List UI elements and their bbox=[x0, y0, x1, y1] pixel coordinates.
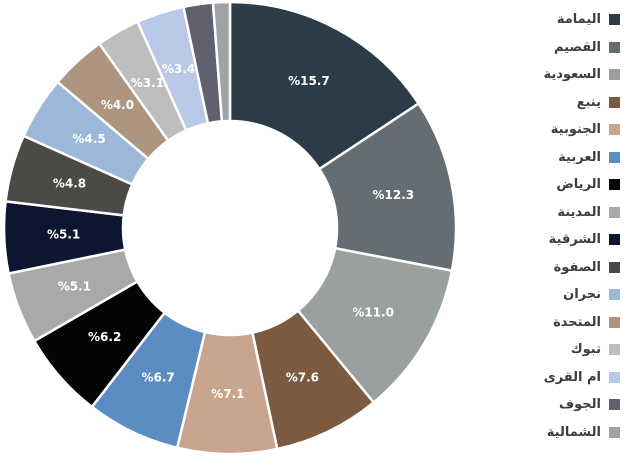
legend-swatch bbox=[609, 289, 620, 301]
legend-swatch bbox=[609, 316, 620, 328]
slice-label-1: %12.3 bbox=[372, 188, 414, 202]
slice-label-7: %5.1 bbox=[58, 280, 91, 294]
legend-item-9: الصفوة bbox=[470, 254, 620, 282]
legend-item-5: العربية bbox=[470, 144, 620, 172]
legend-swatch bbox=[609, 14, 620, 26]
slice-15 bbox=[211, 0, 232, 123]
slice-label-4: %7.1 bbox=[211, 387, 244, 401]
legend-label: المتحدة bbox=[553, 314, 601, 330]
legend-label: تبوك bbox=[570, 342, 601, 358]
legend-item-0: اليمامة bbox=[470, 6, 620, 34]
slice-label-5: %6.7 bbox=[141, 371, 174, 385]
legend-swatch bbox=[609, 399, 620, 411]
legend-label: الرياض bbox=[556, 177, 601, 193]
legend-swatch bbox=[609, 96, 620, 108]
chart-legend: اليمامة القصيم السعودية ينبع الجنوبية العربية… bbox=[470, 6, 620, 446]
legend-swatch bbox=[609, 371, 620, 383]
legend-item-6: الرياض bbox=[470, 171, 620, 199]
legend-item-8: الشرقية bbox=[470, 226, 620, 254]
slice-label-9: %4.8 bbox=[53, 176, 86, 190]
legend-label: الجنوبية bbox=[550, 122, 601, 138]
legend-swatch bbox=[609, 206, 620, 218]
legend-label: القصيم bbox=[553, 39, 601, 55]
legend-label: ينبع bbox=[576, 94, 601, 110]
legend-label: العربية bbox=[558, 149, 601, 165]
slice-label-14: %2.1 bbox=[164, 0, 197, 3]
legend-item-4: الجنوبية bbox=[470, 116, 620, 144]
legend-label: المدينة bbox=[557, 204, 601, 220]
legend-label: نجران bbox=[563, 287, 601, 303]
legend-label: الصفوة bbox=[553, 259, 601, 275]
slice-0 bbox=[228, 0, 421, 171]
legend-item-13: ام القرى bbox=[470, 364, 620, 392]
legend-label: الجوف bbox=[559, 397, 601, 413]
legend-swatch bbox=[609, 151, 620, 163]
legend-swatch bbox=[609, 426, 620, 438]
legend-item-10: نجران bbox=[470, 281, 620, 309]
legend-item-11: المتحدة bbox=[470, 309, 620, 337]
legend-label: ام القرى bbox=[543, 369, 601, 385]
legend-swatch bbox=[609, 261, 620, 273]
slice-label-12: %3.1 bbox=[131, 76, 164, 90]
slice-label-0: %15.7 bbox=[288, 74, 330, 88]
legend-label: السعودية bbox=[543, 67, 602, 83]
slice-label-3: %7.6 bbox=[286, 370, 319, 384]
legend-item-15: الشمالية bbox=[470, 419, 620, 447]
legend-item-12: تبوك bbox=[470, 336, 620, 364]
slice-label-8: %5.1 bbox=[47, 228, 80, 242]
legend-swatch bbox=[609, 179, 620, 191]
slice-label-6: %6.2 bbox=[88, 330, 121, 344]
slice-label-15: %1.2 bbox=[188, 0, 221, 1]
legend-swatch bbox=[609, 69, 620, 81]
legend-item-7: المدينة bbox=[470, 199, 620, 227]
slice-label-13: %3.4 bbox=[162, 62, 195, 76]
legend-swatch bbox=[609, 344, 620, 356]
slice-label-2: %11.0 bbox=[352, 306, 394, 320]
legend-item-1: القصيم bbox=[470, 34, 620, 62]
legend-swatch bbox=[609, 124, 620, 136]
slice-label-11: %4.0 bbox=[101, 98, 134, 112]
legend-label: الشرقية bbox=[548, 232, 601, 248]
legend-label: اليمامة bbox=[556, 12, 601, 28]
legend-item-14: الجوف bbox=[470, 391, 620, 419]
legend-label: الشمالية bbox=[546, 424, 601, 440]
legend-item-3: ينبع bbox=[470, 89, 620, 117]
legend-item-2: السعودية bbox=[470, 61, 620, 89]
slice-label-10: %4.5 bbox=[72, 132, 105, 146]
legend-swatch bbox=[609, 234, 620, 246]
legend-swatch bbox=[609, 41, 620, 53]
